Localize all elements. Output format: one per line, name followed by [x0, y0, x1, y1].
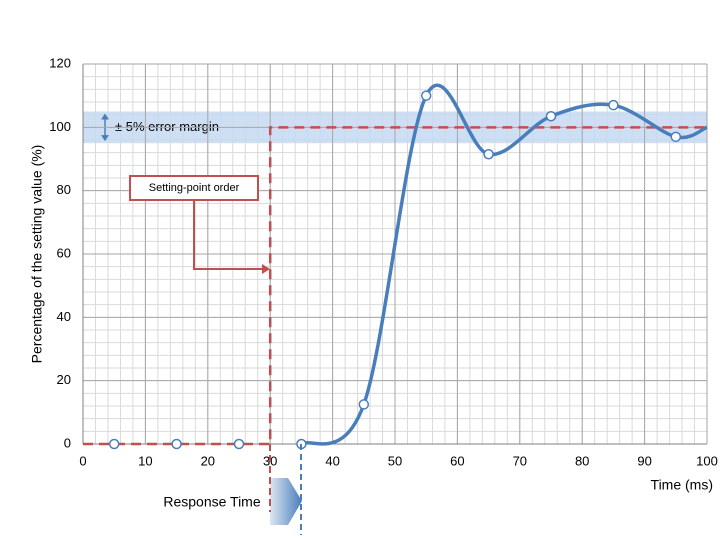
x-axis-label: Time (ms) — [651, 477, 713, 493]
data-point — [233, 438, 245, 450]
x-tick-label: 100 — [696, 453, 718, 468]
setpoint-line — [83, 126, 707, 446]
arrow-head — [262, 264, 270, 274]
data-point — [108, 438, 120, 450]
x-tick-label: 40 — [325, 453, 339, 468]
band-arrow-head — [101, 113, 109, 120]
data-point — [670, 131, 682, 143]
band-arrow-head — [101, 135, 109, 142]
y-tick-label: 0 — [64, 435, 71, 450]
y-axis-label: Percentage of the setting value (%) — [29, 145, 45, 364]
response-curve — [300, 83, 708, 446]
x-tick-label: 80 — [575, 453, 589, 468]
x-tick-label: 10 — [138, 453, 152, 468]
annotation-arrow — [193, 200, 264, 270]
x-tick-label: 0 — [79, 453, 86, 468]
response-arrow — [270, 478, 302, 525]
x-tick-label: 50 — [388, 453, 402, 468]
x-tick-label: 20 — [201, 453, 215, 468]
data-point — [545, 111, 557, 122]
data-point — [483, 149, 494, 160]
y-tick-label: 100 — [49, 119, 71, 134]
annotation: Setting-point order — [149, 182, 240, 194]
data-point — [358, 399, 370, 410]
y-tick-label: 20 — [57, 372, 71, 387]
x-tick-label: 70 — [513, 453, 527, 468]
x-tick-label: 60 — [450, 453, 464, 468]
data-point — [420, 90, 432, 101]
annotation: Response Time — [163, 494, 260, 510]
data-point — [608, 99, 619, 111]
x-tick-label: 90 — [637, 453, 651, 468]
data-point — [171, 438, 182, 450]
y-tick-label: 60 — [57, 245, 71, 260]
band-label: ± 5% error margin — [115, 119, 219, 134]
y-tick-label: 80 — [57, 182, 71, 197]
y-tick-label: 120 — [49, 55, 71, 70]
y-tick-label: 40 — [57, 309, 71, 324]
